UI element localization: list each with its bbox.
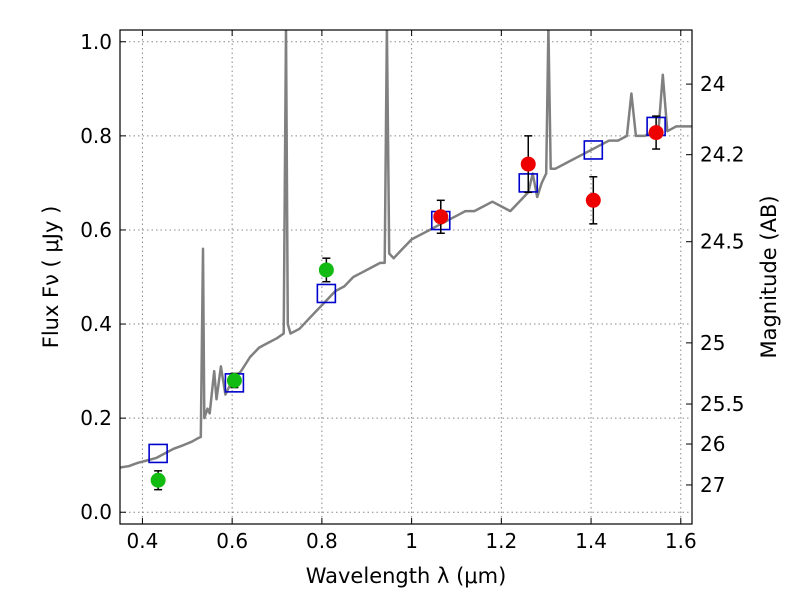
observed-point-green <box>150 472 166 488</box>
observed-point-green <box>318 262 334 278</box>
spectrum-layer <box>120 30 692 469</box>
observed-point-red <box>520 156 536 172</box>
observed-point-red <box>648 125 664 141</box>
y2-tick-label: 25.5 <box>700 392 745 416</box>
y-tick-label: 0.0 <box>80 500 112 524</box>
observed-point-green <box>226 373 242 389</box>
y-tick-label: 0.2 <box>80 406 112 430</box>
y2-tick-label: 25 <box>700 331 725 355</box>
observed-point-red <box>585 192 601 208</box>
plot-frame <box>119 29 693 525</box>
x-tick-label: 1.2 <box>485 529 517 553</box>
model-square <box>583 140 604 160</box>
y2-tick-label: 27 <box>700 473 725 497</box>
x-axis-title: Wavelength λ (μm) <box>306 564 507 588</box>
y2-tick-label: 24.2 <box>700 143 745 167</box>
y2-tick-label: 24.5 <box>700 230 745 254</box>
x-tick-label: 0.6 <box>216 529 248 553</box>
y-tick-label: 0.6 <box>80 218 112 242</box>
model-square <box>148 443 168 464</box>
observed-points-layer <box>150 115 664 491</box>
observed-point-red <box>433 209 449 225</box>
grid-lines <box>120 30 692 524</box>
y2-tick-label: 26 <box>700 432 725 456</box>
x-tick-label: 1.4 <box>575 529 607 553</box>
x-tick-label: 0.4 <box>127 529 159 553</box>
y-tick-label: 0.8 <box>80 124 112 148</box>
model-square <box>316 283 337 304</box>
x-tick-label: 1 <box>405 529 418 553</box>
y-tick-label: 0.4 <box>80 312 112 336</box>
y-axis-title: Flux Fν ( μJy ) <box>39 206 63 349</box>
axes-layer: 0.4 0.6 0.8 1 1.2 1.4 1.6 0.0 0.2 0.4 0.6 0.8 1.0 24 2… <box>80 30 744 553</box>
y2-tick-label: 24 <box>700 72 725 96</box>
x-tick-label: 0.8 <box>306 529 338 553</box>
y-tick-label: 1.0 <box>80 30 112 54</box>
y2-axis-title: Magnitude (AB) <box>757 195 781 358</box>
x-tick-label: 1.6 <box>665 529 697 553</box>
spectrum-line <box>120 30 692 469</box>
